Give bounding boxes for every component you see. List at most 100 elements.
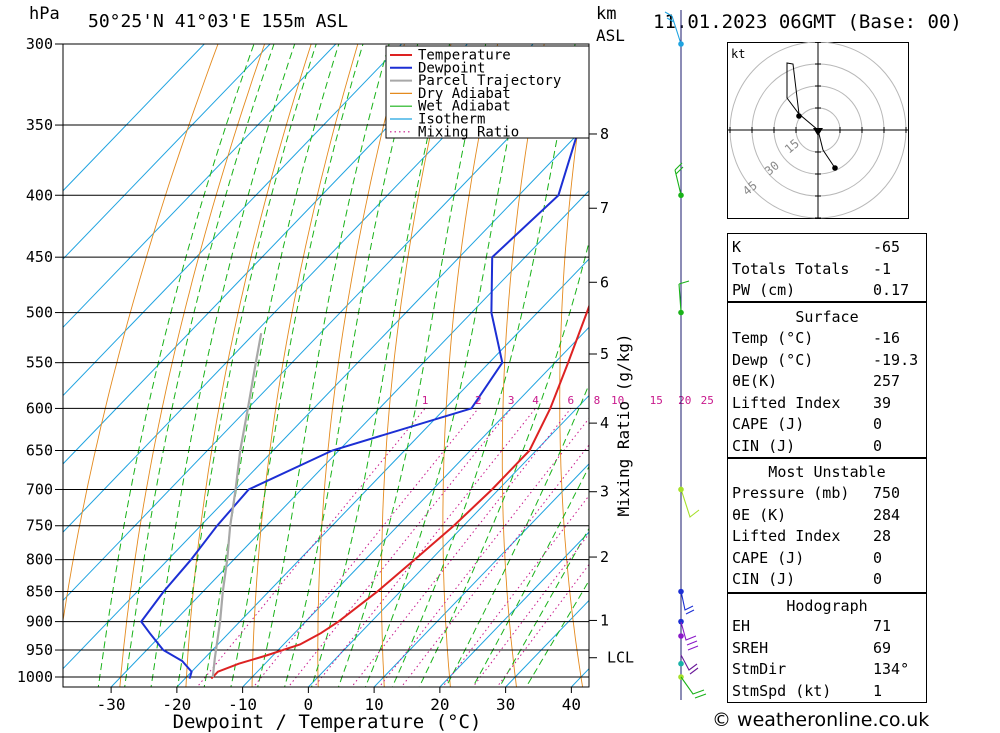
surface-section-title: Surface <box>795 308 859 326</box>
pressure-tick-label: 800 <box>26 551 53 569</box>
background-lines <box>63 26 1000 703</box>
temperature-tick-label: 30 <box>496 695 515 714</box>
mixing-ratio-line <box>400 444 589 687</box>
wet-adiabat-line <box>97 44 255 687</box>
wind-barb <box>680 621 699 651</box>
wind-barb <box>680 488 700 518</box>
dewpoint-profile-line <box>139 81 589 679</box>
km-unit-label: km <box>596 4 617 24</box>
index-row: Totals Totals -1 <box>728 259 926 280</box>
isotherm-line <box>110 190 589 687</box>
mixing-ratio-label: 20 <box>678 394 691 407</box>
index-key: CIN (J) <box>732 570 796 589</box>
wet-adiabat-line <box>150 44 296 687</box>
index-key: CIN (J) <box>732 437 796 455</box>
pressure-tick-label: 850 <box>26 583 53 601</box>
wet-adiabat-line <box>284 44 419 687</box>
index-row: CAPE (J) 0 <box>728 548 926 569</box>
index-value: 0 <box>873 415 883 434</box>
wet-adiabat-line <box>203 44 340 687</box>
index-row: Lifted Index 39 <box>728 393 926 414</box>
index-key: PW (cm) <box>732 281 796 300</box>
index-key: StmSpd (kt) <box>732 681 832 700</box>
wind-level-marker <box>678 192 684 199</box>
wet-adiabat-line <box>337 44 487 687</box>
index-key: θE (K) <box>732 505 787 524</box>
pressure-tick-label: 600 <box>26 399 53 417</box>
indices-surface-table: Surface Temp (°C) -16 Dewp (°C) -19.3 θE(K) 2… <box>727 302 927 458</box>
wet-adiabat-line <box>391 44 576 687</box>
wind-barb <box>678 280 690 313</box>
wet-adiabat-line <box>124 44 275 687</box>
legend-label: Dry Adiabat <box>418 86 511 102</box>
index-row: PW (cm) 0.17 <box>728 280 926 301</box>
pressure-tick-label: 550 <box>26 354 53 372</box>
x-axis-title: Dewpoint / Temperature (°C) <box>173 711 482 733</box>
wet-adiabat-line <box>310 44 451 687</box>
mixing-ratio-label: 25 <box>701 394 714 407</box>
indices-general-table: K -65 Totals Totals -1 PW (cm) 0.17 <box>727 233 927 302</box>
index-key: CAPE (J) <box>732 415 805 434</box>
isotherm-line <box>63 44 534 533</box>
height-tick-label: LCL <box>607 649 634 667</box>
index-row: StmDir 134° <box>728 659 926 680</box>
pressure-tick-label: 700 <box>26 480 53 498</box>
index-key: θE(K) <box>732 372 778 391</box>
height-tick-label: 4 <box>600 414 609 432</box>
index-value: 71 <box>873 617 892 635</box>
credit-footer[interactable]: © weatheronline.co.uk <box>712 709 930 731</box>
indices-most-unstable-table: Most Unstable Pressure (mb) 750 θE (K) 284 L… <box>727 458 927 593</box>
plot-frame <box>62 43 590 688</box>
pressure-tick-label: 500 <box>26 304 53 322</box>
isotherm-line <box>307 394 589 687</box>
index-key: SREH <box>732 638 769 657</box>
mixing-ratio-label: 1 <box>422 394 429 407</box>
isotherm-line <box>63 44 337 329</box>
temperature-tick-label: -10 <box>228 695 257 714</box>
parcel-trajectory-profile-line <box>211 333 263 678</box>
temperature-profile-line <box>210 303 589 680</box>
isotherm-line <box>63 44 403 397</box>
index-row: θE (K) 284 <box>728 505 926 526</box>
valid-time-title: 11.01.2023 06GMT (Base: 00) <box>653 11 962 33</box>
sounding-profiles <box>139 81 589 680</box>
isotherm-line <box>63 44 271 260</box>
index-key: K <box>732 238 742 256</box>
index-value: 1 <box>873 681 883 700</box>
pressure-tick-label: 950 <box>26 641 53 659</box>
mixing-ratio-axis-title: Mixing Ratio (g/kg) <box>614 333 633 516</box>
legend-label: Wet Adiabat <box>418 99 511 115</box>
pressure-tick-label: 300 <box>26 35 53 53</box>
axes: 3003504004505005506006507007508008509009… <box>17 35 634 714</box>
hpa-unit-label: hPa <box>29 4 60 24</box>
index-key: Temp (°C) <box>732 329 814 347</box>
mixing-ratio-label: 6 <box>567 394 574 407</box>
index-value: 69 <box>873 638 892 657</box>
wet-adiabat-line <box>418 240 589 687</box>
wet-adiabat-line <box>498 527 589 687</box>
dry-adiabat-line <box>917 26 1000 703</box>
mixing-ratio-line <box>196 408 426 687</box>
hodograph-unit-label: kt <box>731 47 745 61</box>
wet-adiabat-line <box>177 44 317 687</box>
location-title: 50°25'N 41°03'E 155m ASL <box>88 11 349 32</box>
mixing-ratio-label: 2 <box>475 394 482 407</box>
index-key: Lifted Index <box>732 393 841 412</box>
most-unstable-section-title: Most Unstable <box>768 463 886 481</box>
index-value: 284 <box>873 505 901 524</box>
pressure-tick-label: 900 <box>26 613 53 631</box>
index-value: 134° <box>873 660 910 679</box>
wind-barb <box>680 590 695 615</box>
asl-unit-label: ASL <box>596 26 625 45</box>
index-value: -1 <box>873 259 892 278</box>
index-row: Dewp (°C) -19.3 <box>728 350 926 371</box>
mixing-ratio-label: 4 <box>532 394 539 407</box>
wind-barb <box>664 11 682 45</box>
index-value: -65 <box>873 238 901 256</box>
index-row: Pressure (mb) 750 <box>728 483 926 504</box>
dry-adiabat-line <box>185 44 312 687</box>
wind-profile <box>664 10 707 700</box>
index-value: 0.17 <box>873 281 910 300</box>
indices-hodograph-table: Hodograph EH 71 SREH 69 StmDir 134° StmSpd (kt… <box>727 593 927 703</box>
